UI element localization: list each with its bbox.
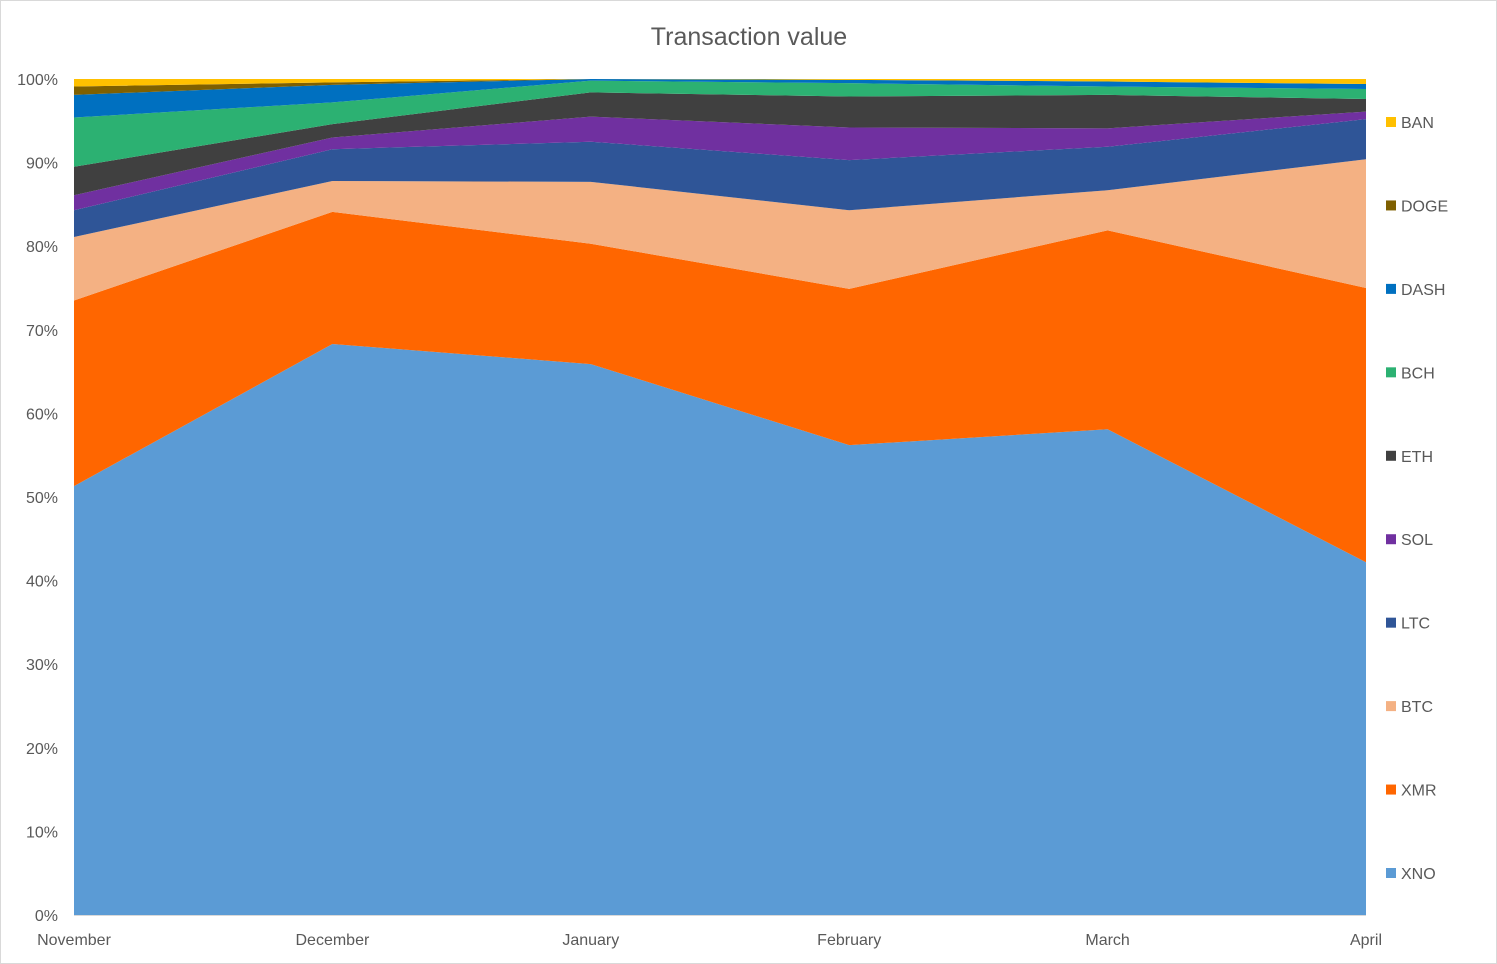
x-tick-label: February xyxy=(817,932,881,949)
y-tick-label: 70% xyxy=(26,323,58,340)
area-series-eth xyxy=(74,92,1366,196)
legend-item-dash: DASH xyxy=(1386,282,1445,299)
area-series-btc xyxy=(74,159,1366,301)
y-axis-tick-labels: 0% 10% 20% 30% 40% 50% 60% 70% 80% 90% 100% xyxy=(17,72,58,925)
legend-label: DASH xyxy=(1401,282,1445,299)
x-tick-label: December xyxy=(295,932,369,949)
legend-label: BAN xyxy=(1401,115,1434,132)
y-tick-label: 50% xyxy=(26,490,58,507)
legend-item-xno: XNO xyxy=(1386,866,1436,883)
legend-label: XNO xyxy=(1401,866,1436,883)
area-series-dash xyxy=(74,79,1366,118)
legend-item-xmr: XMR xyxy=(1386,783,1437,800)
legend-swatch xyxy=(1386,450,1396,461)
legend: BAN DOGE DASH BCH ETH SOL LTC BTC XMR XNO xyxy=(1386,115,1448,883)
legend-item-sol: SOL xyxy=(1386,532,1433,549)
legend-swatch xyxy=(1386,200,1396,211)
legend-item-bch: BCH xyxy=(1386,365,1435,382)
area-series-ban xyxy=(74,79,1366,87)
x-tick-label: April xyxy=(1350,932,1382,949)
area-series-xmr xyxy=(74,211,1366,563)
legend-swatch xyxy=(1386,117,1396,127)
legend-swatch xyxy=(1386,617,1396,628)
y-tick-label: 100% xyxy=(17,72,58,89)
y-tick-label: 30% xyxy=(26,657,58,674)
legend-item-ban: BAN xyxy=(1386,115,1434,132)
y-tick-label: 80% xyxy=(26,239,58,256)
legend-label: LTC xyxy=(1401,616,1430,633)
legend-item-ltc: LTC xyxy=(1386,616,1430,633)
legend-swatch xyxy=(1386,784,1396,795)
x-tick-label: March xyxy=(1085,932,1129,949)
legend-swatch xyxy=(1386,701,1396,712)
legend-swatch xyxy=(1386,367,1396,378)
y-tick-label: 40% xyxy=(26,574,58,591)
legend-swatch xyxy=(1386,868,1396,878)
legend-label: XMR xyxy=(1401,783,1437,800)
area-series-bch xyxy=(74,80,1366,167)
y-tick-label: 10% xyxy=(26,824,58,841)
x-axis-tick-labels: November December January February March Apri… xyxy=(37,932,1382,949)
y-tick-label: 60% xyxy=(26,406,58,423)
y-tick-label: 90% xyxy=(26,156,58,173)
legend-label: DOGE xyxy=(1401,198,1448,215)
x-tick-label: January xyxy=(562,932,619,949)
legend-label: SOL xyxy=(1401,532,1433,549)
legend-label: BTC xyxy=(1401,699,1433,716)
area-series-doge xyxy=(74,79,1366,95)
legend-swatch xyxy=(1386,534,1396,545)
legend-item-doge: DOGE xyxy=(1386,198,1448,215)
legend-label: BCH xyxy=(1401,365,1435,382)
legend-item-btc: BTC xyxy=(1386,699,1433,716)
chart-title: Transaction value xyxy=(651,23,847,51)
legend-label: ETH xyxy=(1401,449,1433,466)
area-series-group xyxy=(74,79,1366,915)
y-tick-label: 20% xyxy=(26,741,58,758)
legend-item-eth: ETH xyxy=(1386,449,1433,466)
y-tick-label: 0% xyxy=(35,908,58,925)
x-tick-label: November xyxy=(37,932,111,949)
area-series-xno xyxy=(74,344,1366,915)
area-series-ltc xyxy=(74,119,1366,237)
legend-swatch xyxy=(1386,283,1396,294)
area-series-sol xyxy=(74,111,1366,211)
